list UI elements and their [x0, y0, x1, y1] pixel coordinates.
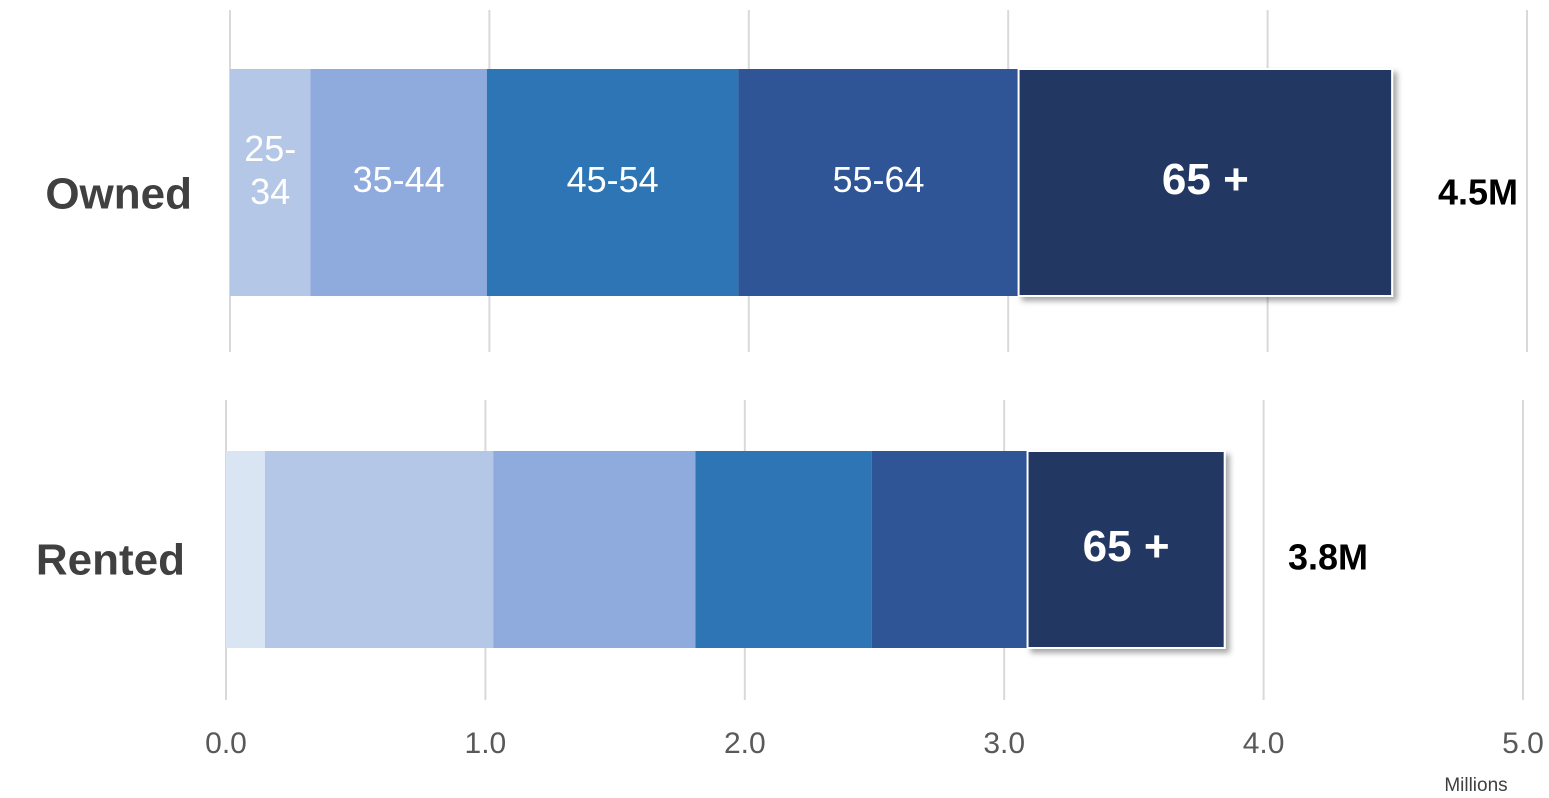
x-tick-label: 5.0 — [1502, 727, 1544, 760]
x-tick-label: 1.0 — [465, 727, 507, 760]
bar-segment — [493, 451, 696, 648]
segment-label: 65 + — [1083, 522, 1170, 571]
panel-rented: Rented 65 + 3.8M — [36, 400, 1524, 700]
bar-segment — [1017, 68, 1394, 297]
bar-segment — [226, 451, 265, 648]
bar-segment — [871, 451, 1028, 648]
bar-segment — [695, 451, 872, 648]
bar-segment — [264, 451, 494, 648]
bar-segment — [738, 69, 1019, 296]
total-label: 3.8M — [1288, 537, 1368, 578]
total-label: 4.5M — [1438, 172, 1518, 213]
category-label: Rented — [36, 536, 185, 585]
bar-segment — [486, 69, 739, 296]
segment-label: 35-44 — [353, 159, 445, 200]
x-tick-label: 0.0 — [205, 727, 247, 760]
x-tick-label: 3.0 — [983, 727, 1025, 760]
segment-label: 65 + — [1162, 155, 1249, 204]
x-tick-label: 2.0 — [724, 727, 766, 760]
bar-segment — [230, 69, 311, 296]
x-tick-label: 4.0 — [1243, 727, 1285, 760]
panel-owned: Owned 25-34 35-44 45-54 55-64 65 + 4.5M — [45, 10, 1528, 352]
category-label: Owned — [45, 170, 192, 219]
segment-label: 25-34 — [244, 128, 296, 212]
bar-segment — [310, 69, 487, 296]
x-axis-unit-label: Millions — [1444, 775, 1507, 796]
bar-segment — [1026, 450, 1226, 649]
segment-label: 55-64 — [832, 159, 924, 200]
segment-label: 45-54 — [567, 159, 659, 200]
